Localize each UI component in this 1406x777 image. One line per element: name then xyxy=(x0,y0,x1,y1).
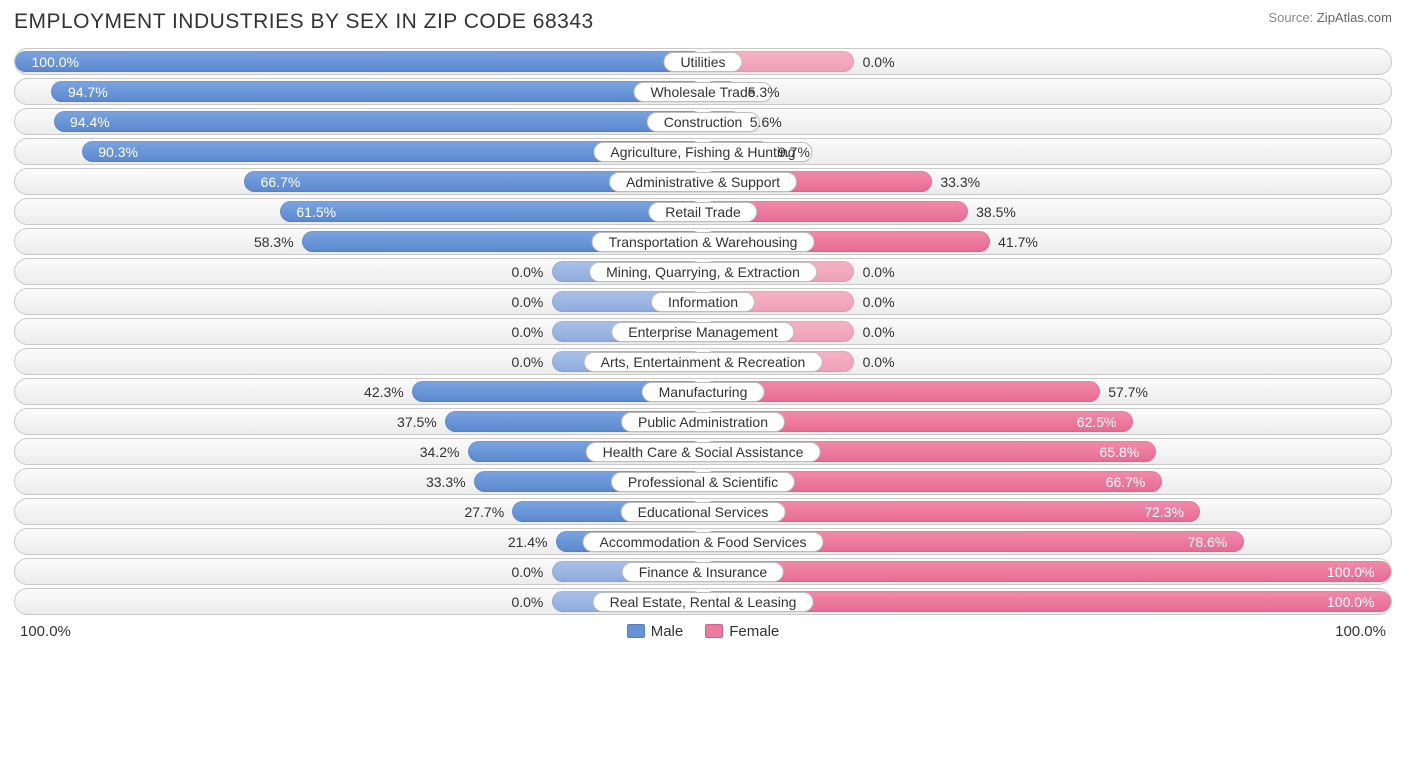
female-pct-label: 57.7% xyxy=(1108,384,1148,400)
female-pct-label: 65.8% xyxy=(1100,444,1140,460)
female-pct-label: 5.3% xyxy=(748,84,780,100)
chart-row: Construction 94.4% 5.6% xyxy=(14,108,1392,135)
category-label: Finance & Insurance xyxy=(622,562,784,582)
male-pct-label: 0.0% xyxy=(511,324,543,340)
category-label: Information xyxy=(651,292,755,312)
diverging-bar-chart: Utilities100.0%0.0%Wholesale Trade94.7%5… xyxy=(14,48,1392,615)
axis-left-max: 100.0% xyxy=(20,623,71,640)
male-pct-label: 0.0% xyxy=(511,594,543,610)
category-label: Construction xyxy=(647,112,760,132)
male-pct-label: 21.4% xyxy=(508,534,548,550)
male-bar xyxy=(280,201,703,222)
female-pct-label: 5.6% xyxy=(750,114,782,130)
category-label: Professional & Scientific xyxy=(611,472,795,492)
female-pct-label: 0.0% xyxy=(863,324,895,340)
female-pct-label: 100.0% xyxy=(1327,594,1374,610)
female-pct-label: 0.0% xyxy=(863,354,895,370)
male-pct-label: 33.3% xyxy=(426,474,466,490)
female-pct-label: 33.3% xyxy=(940,174,980,190)
female-swatch xyxy=(705,624,723,638)
category-label: Educational Services xyxy=(621,502,786,522)
chart-row: Enterprise Management 0.0% 0.0% xyxy=(14,318,1392,345)
female-pct-label: 38.5% xyxy=(976,204,1016,220)
category-label: Utilities xyxy=(663,52,742,72)
chart-row: Retail Trade 61.5% 38.5% xyxy=(14,198,1392,225)
category-label: Health Care & Social Assistance xyxy=(586,442,821,462)
page-title: EMPLOYMENT INDUSTRIES BY SEX IN ZIP CODE… xyxy=(14,10,594,34)
chart-row: Public Administration 37.5% 62.5% xyxy=(14,408,1392,435)
chart-row: Professional & Scientific 33.3% 66.7% xyxy=(14,468,1392,495)
female-pct-label: 72.3% xyxy=(1144,504,1184,520)
male-swatch xyxy=(627,624,645,638)
male-bar xyxy=(54,111,703,132)
female-pct-label: 62.5% xyxy=(1077,414,1117,430)
header: EMPLOYMENT INDUSTRIES BY SEX IN ZIP CODE… xyxy=(14,10,1392,34)
legend-female: Female xyxy=(705,623,779,640)
male-pct-label: 0.0% xyxy=(511,354,543,370)
chart-row: Manufacturing 42.3% 57.7% xyxy=(14,378,1392,405)
chart-row: Transportation & Warehousing 58.3% 41.7% xyxy=(14,228,1392,255)
female-pct-label: 0.0% xyxy=(863,54,895,70)
category-label: Transportation & Warehousing xyxy=(592,232,815,252)
male-pct-label: 61.5% xyxy=(296,204,336,220)
female-bar xyxy=(703,561,1391,582)
legend-male-label: Male xyxy=(651,623,684,640)
chart-row: Mining, Quarrying, & Extraction 0.0% 0.0% xyxy=(14,258,1392,285)
source-label: Source: xyxy=(1268,10,1313,25)
legend-center: Male Female xyxy=(627,623,780,640)
legend: 100.0% Male Female 100.0% xyxy=(14,623,1392,640)
chart-row: Arts, Entertainment & Recreation 0.0% 0.0% xyxy=(14,348,1392,375)
category-label: Manufacturing xyxy=(642,382,765,402)
male-pct-label: 0.0% xyxy=(511,294,543,310)
female-pct-label: 78.6% xyxy=(1188,534,1228,550)
chart-row: Information 0.0% 0.0% xyxy=(14,288,1392,315)
category-label: Public Administration xyxy=(621,412,785,432)
chart-row: Health Care & Social Assistance 34.2% 65.8… xyxy=(14,438,1392,465)
chart-row: Finance & Insurance 0.0% 100.0% xyxy=(14,558,1392,585)
chart-row: Educational Services 27.7% 72.3% xyxy=(14,498,1392,525)
male-pct-label: 100.0% xyxy=(32,54,79,70)
female-pct-label: 66.7% xyxy=(1106,474,1146,490)
male-pct-label: 58.3% xyxy=(254,234,294,250)
female-pct-label: 0.0% xyxy=(863,294,895,310)
category-label: Enterprise Management xyxy=(611,322,794,342)
male-pct-label: 0.0% xyxy=(511,564,543,580)
category-label: Administrative & Support xyxy=(609,172,797,192)
category-label: Accommodation & Food Services xyxy=(583,532,824,552)
male-bar xyxy=(15,51,703,72)
male-pct-label: 94.7% xyxy=(68,84,108,100)
female-pct-label: 100.0% xyxy=(1327,564,1374,580)
female-pct-label: 41.7% xyxy=(998,234,1038,250)
category-label: Arts, Entertainment & Recreation xyxy=(584,352,823,372)
category-label: Real Estate, Rental & Leasing xyxy=(593,592,814,612)
source-attribution: Source: ZipAtlas.com xyxy=(1268,10,1392,25)
female-pct-label: 0.0% xyxy=(863,264,895,280)
category-label: Retail Trade xyxy=(648,202,757,222)
chart-row: Administrative & Support 66.7% 33.3% xyxy=(14,168,1392,195)
category-label: Mining, Quarrying, & Extraction xyxy=(589,262,817,282)
legend-male: Male xyxy=(627,623,684,640)
chart-row: Utilities 100.0% 0.0% xyxy=(14,48,1392,75)
male-pct-label: 27.7% xyxy=(464,504,504,520)
female-pct-label: 9.7% xyxy=(778,144,810,160)
male-pct-label: 90.3% xyxy=(98,144,138,160)
axis-right-max: 100.0% xyxy=(1335,623,1386,640)
male-pct-label: 34.2% xyxy=(420,444,460,460)
male-bar xyxy=(51,81,703,102)
male-pct-label: 37.5% xyxy=(397,414,437,430)
male-pct-label: 66.7% xyxy=(261,174,301,190)
chart-row: Wholesale Trade94.7%5.3% xyxy=(14,78,1392,105)
source-value: ZipAtlas.com xyxy=(1317,10,1392,25)
chart-row: Agriculture, Fishing & Hunting90.3%9.7% xyxy=(14,138,1392,165)
male-pct-label: 42.3% xyxy=(364,384,404,400)
chart-row: Accommodation & Food Services 21.4% 78.6% xyxy=(14,528,1392,555)
male-pct-label: 0.0% xyxy=(511,264,543,280)
chart-row: Real Estate, Rental & Leasing 0.0% 100.0% xyxy=(14,588,1392,615)
male-pct-label: 94.4% xyxy=(70,114,110,130)
legend-female-label: Female xyxy=(729,623,779,640)
